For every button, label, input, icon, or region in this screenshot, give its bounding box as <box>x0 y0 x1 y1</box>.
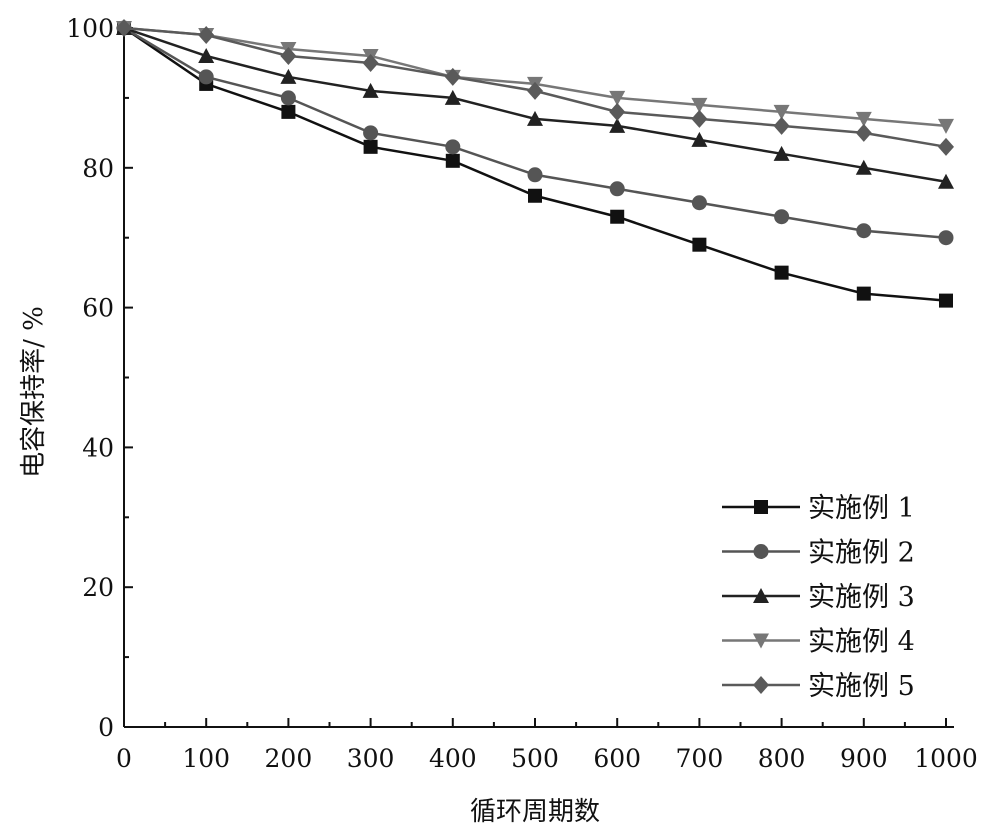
data-point <box>773 116 790 135</box>
legend-label: 实施例 3 <box>808 582 915 613</box>
x-tick-label: 200 <box>265 744 313 773</box>
data-point <box>445 139 461 155</box>
legend-label: 实施例 4 <box>808 627 915 658</box>
series-5 <box>116 19 954 156</box>
y-tick-label: 40 <box>82 433 114 462</box>
data-point <box>363 139 378 154</box>
series-2 <box>116 20 954 246</box>
data-point <box>691 195 707 211</box>
data-point <box>362 53 379 72</box>
data-point <box>938 137 954 156</box>
legend-item-2: 实施例 2 <box>722 538 915 569</box>
x-tick-label: 900 <box>840 744 888 773</box>
data-point <box>774 265 789 280</box>
data-point <box>691 109 708 128</box>
data-point <box>938 230 954 246</box>
data-point <box>938 118 954 134</box>
data-point <box>280 90 296 106</box>
data-point <box>856 286 871 301</box>
legend-item-1: 实施例 1 <box>722 493 915 524</box>
y-tick-label: 80 <box>82 154 114 183</box>
data-point <box>691 97 708 113</box>
y-tick-label: 60 <box>82 294 114 323</box>
legend-item-3: 实施例 3 <box>722 582 915 613</box>
data-point <box>609 181 625 197</box>
x-tick-label: 100 <box>182 744 230 773</box>
data-point <box>198 69 214 85</box>
legend-label: 实施例 5 <box>808 671 915 702</box>
data-point <box>527 81 543 100</box>
y-tick-label: 100 <box>66 14 114 43</box>
data-point <box>280 46 297 65</box>
data-point <box>939 293 953 308</box>
data-point <box>198 47 215 63</box>
data-point <box>855 123 872 142</box>
data-point <box>609 90 626 106</box>
x-tick-label: 600 <box>593 744 641 773</box>
series-line <box>123 26 947 184</box>
data-point <box>116 19 132 37</box>
data-point <box>856 223 872 239</box>
data-point <box>363 125 379 141</box>
data-point <box>444 89 461 105</box>
data-point <box>855 159 872 175</box>
series-layer <box>116 19 954 308</box>
legend-item-5: 实施例 5 <box>722 671 915 702</box>
x-tick-label: 500 <box>511 744 559 773</box>
x-axis-title: 循环周期数 <box>470 797 600 827</box>
data-point <box>528 188 542 203</box>
y-axis-title: 电容保持率/ % <box>19 306 49 478</box>
data-point <box>938 173 954 189</box>
legend-marker <box>753 676 769 694</box>
x-tick-label: 300 <box>347 744 395 773</box>
y-tick-label: 20 <box>82 573 114 602</box>
series-line <box>123 26 947 302</box>
data-point <box>609 102 626 121</box>
data-point <box>610 209 625 224</box>
legend-label: 实施例 1 <box>808 493 915 524</box>
legend-marker <box>754 500 768 514</box>
data-point <box>773 104 790 120</box>
data-point <box>281 104 296 119</box>
data-point <box>527 167 543 183</box>
x-tick-label: 800 <box>758 744 806 773</box>
data-point <box>855 111 872 127</box>
legend-item-4: 实施例 4 <box>722 627 915 658</box>
legend: 实施例 1 实施例 2 实施例 3 实施例 4 实施例 5 <box>722 493 915 702</box>
x-tick-label: 1000 <box>914 744 978 773</box>
data-point <box>198 25 215 44</box>
data-point <box>527 110 543 126</box>
data-point <box>609 117 626 133</box>
data-point <box>691 131 708 147</box>
x-tick-label: 700 <box>676 744 724 773</box>
y-tick-label: 0 <box>98 713 114 742</box>
x-tick-label: 0 <box>116 744 132 773</box>
data-point <box>445 153 460 168</box>
data-point <box>774 209 790 225</box>
data-point <box>444 67 461 86</box>
series-line <box>123 26 947 239</box>
legend-marker <box>753 633 769 649</box>
x-tick-label: 400 <box>429 744 477 773</box>
legend-marker <box>753 544 769 559</box>
data-point <box>692 237 707 252</box>
legend-label: 实施例 2 <box>808 538 915 569</box>
data-point <box>362 82 379 98</box>
data-point <box>773 145 790 161</box>
series-1 <box>117 21 953 308</box>
data-point <box>280 68 297 84</box>
legend-marker <box>753 588 769 603</box>
